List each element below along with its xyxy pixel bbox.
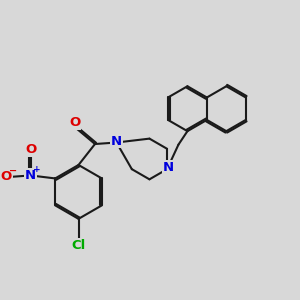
- Text: N: N: [163, 161, 174, 174]
- Text: O: O: [1, 170, 12, 183]
- Text: +: +: [33, 165, 41, 174]
- Text: O: O: [25, 143, 36, 156]
- Text: O: O: [69, 116, 81, 129]
- Text: N: N: [25, 169, 36, 182]
- Text: Cl: Cl: [71, 239, 85, 252]
- Text: −: −: [9, 166, 17, 176]
- Text: N: N: [111, 134, 122, 148]
